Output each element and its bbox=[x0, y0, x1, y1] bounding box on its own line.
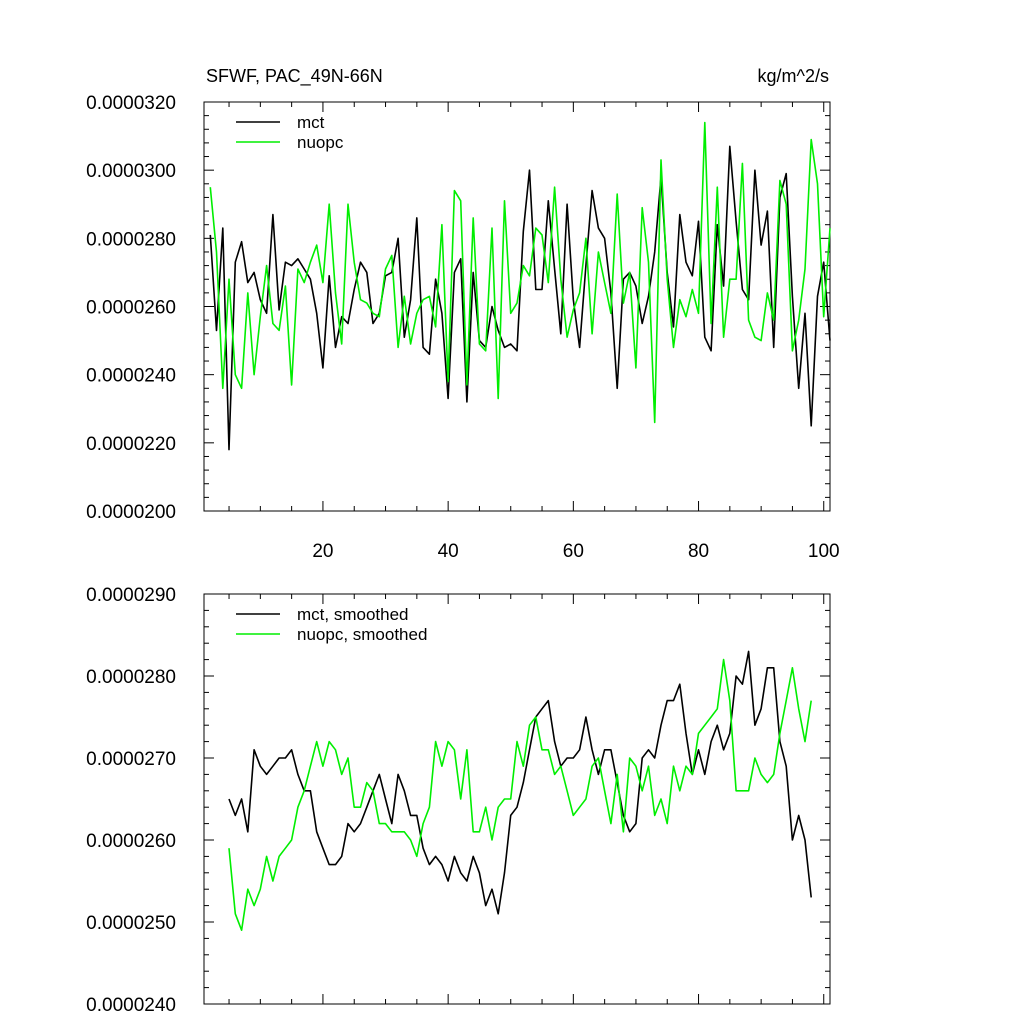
x-tick-label: 60 bbox=[563, 541, 584, 562]
y-tick-label: 0.0000200 bbox=[86, 502, 176, 523]
legend-label: nuopc, smoothed bbox=[297, 625, 427, 644]
y-tick-label: 0.0000260 bbox=[86, 831, 176, 852]
top-y-axis: 0.0000200 0.0000220 0.0000240 0.0000260 0.00… bbox=[86, 93, 830, 523]
series-line-nuopc bbox=[228, 658, 812, 932]
series-line-mct bbox=[209, 145, 831, 451]
x-tick-label: 100 bbox=[808, 541, 840, 562]
y-tick-label: 0.0000220 bbox=[86, 434, 176, 455]
y-tick-label: 0.0000280 bbox=[86, 667, 176, 688]
y-tick-label: 0.0000260 bbox=[86, 298, 176, 319]
bottom-x-axis bbox=[228, 594, 825, 1004]
top-panel: SFWF, PAC_49N-66N kg/m^2/s 0.00002000.00… bbox=[86, 66, 839, 562]
x-tick-label: 80 bbox=[688, 541, 709, 562]
top-chart-units: kg/m^2/s bbox=[758, 66, 829, 86]
y-tick-label: 0.0000240 bbox=[86, 995, 176, 1016]
series-line-mct bbox=[228, 650, 812, 915]
top-chart-title: SFWF, PAC_49N-66N bbox=[206, 66, 383, 87]
legend-label: mct, smoothed bbox=[297, 605, 409, 624]
y-tick-label: 0.0000320 bbox=[86, 93, 176, 114]
y-tick-label: 0.0000290 bbox=[86, 585, 176, 606]
legend-label: nuopc bbox=[297, 133, 344, 152]
legend-label: mct bbox=[297, 113, 325, 132]
y-tick-label: 0.0000280 bbox=[86, 229, 176, 250]
x-tick-label: 20 bbox=[312, 541, 333, 562]
x-tick-label: 40 bbox=[438, 541, 459, 562]
y-tick-label: 0.0000250 bbox=[86, 913, 176, 934]
y-tick-label: 0.0000300 bbox=[86, 161, 176, 182]
bottom-series-group bbox=[228, 650, 812, 932]
bottom-panel: 0.0000240 0.0000250 0.0000260 0.0000270 0.00… bbox=[86, 585, 831, 1016]
y-tick-label: 0.0000240 bbox=[86, 366, 176, 387]
y-tick-label: 0.0000270 bbox=[86, 749, 176, 770]
top-plot-frame bbox=[203, 101, 831, 512]
top-series-group bbox=[209, 121, 831, 451]
bottom-y-axis: 0.0000240 0.0000250 0.0000260 0.0000270 0.00… bbox=[86, 585, 830, 1016]
bottom-plot-frame bbox=[203, 593, 831, 1005]
top-x-axis: 20 40 60 80 100 bbox=[228, 102, 840, 562]
series-line-nuopc bbox=[209, 121, 831, 424]
